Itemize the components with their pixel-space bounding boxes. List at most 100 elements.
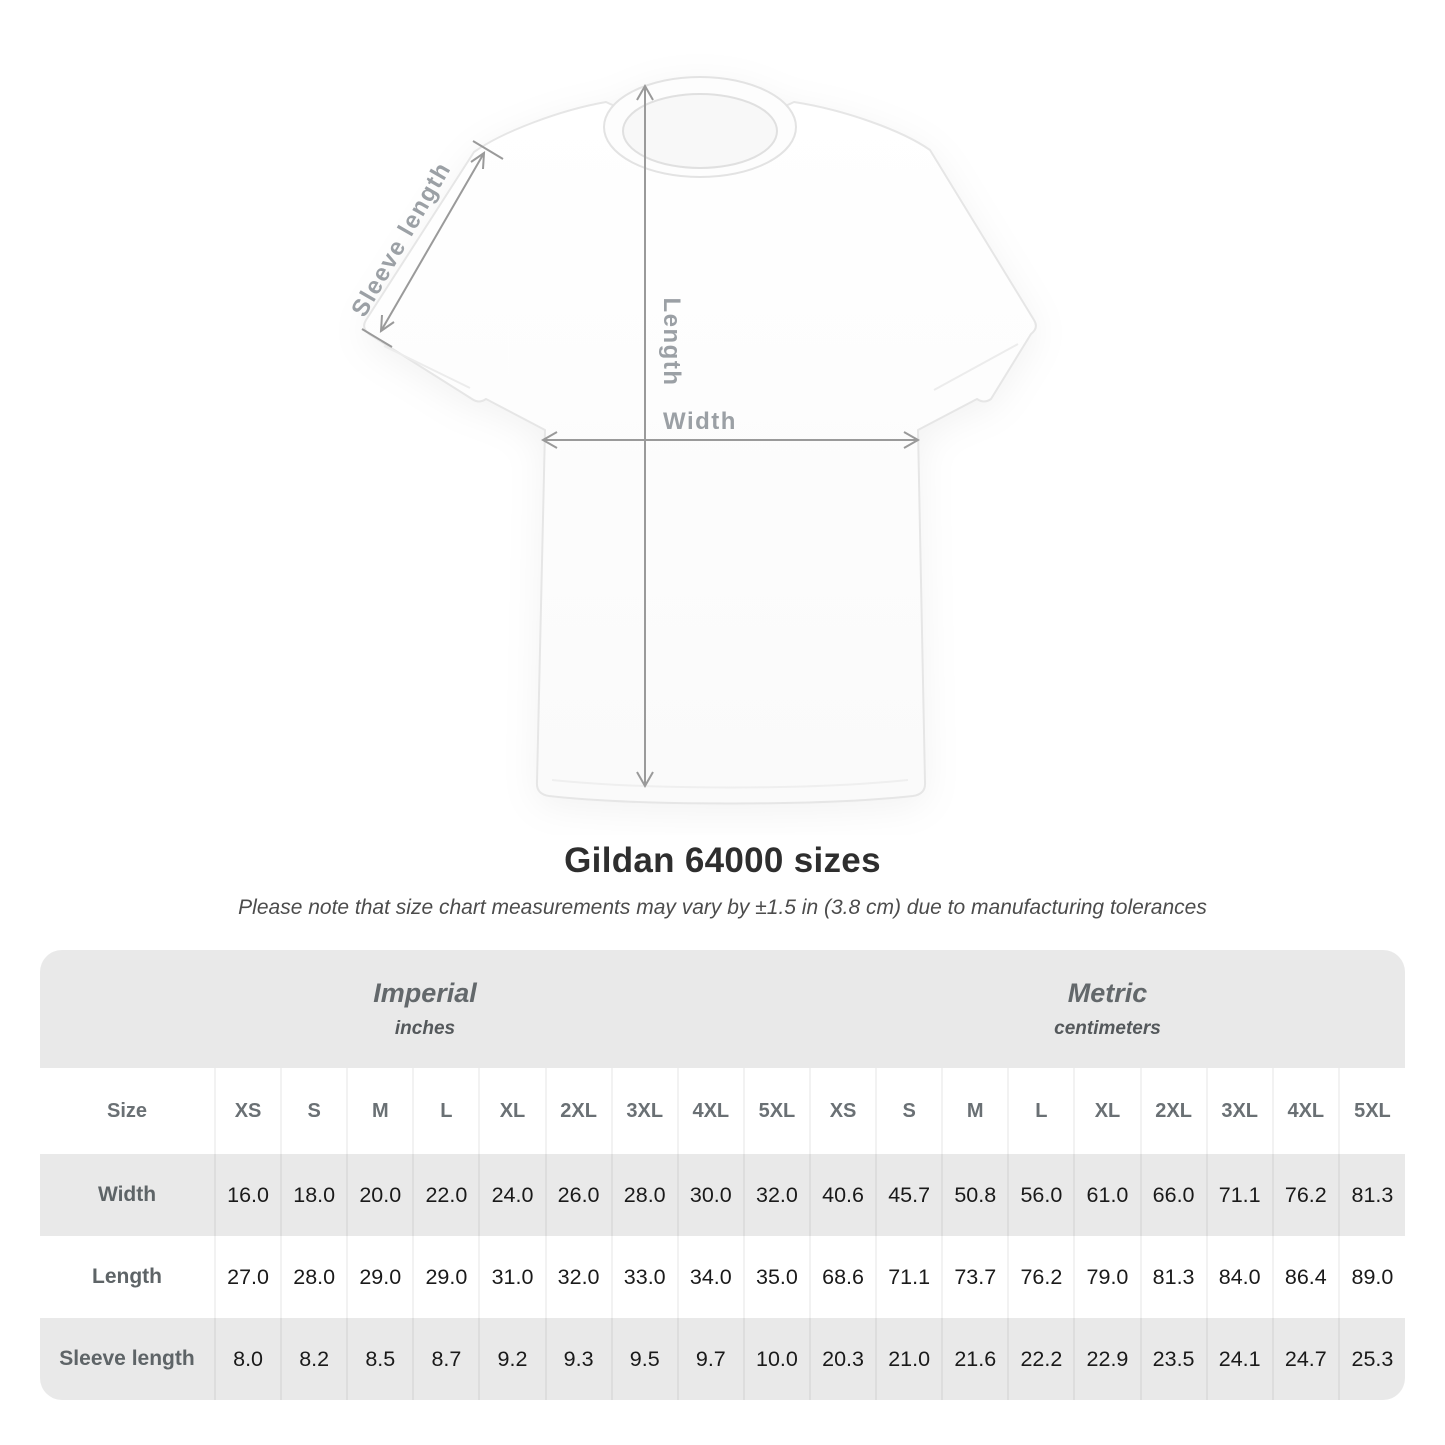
row-label: Length [40, 1236, 215, 1318]
size-value-cell: 27.0 [213, 1236, 282, 1318]
size-column-header: L [1007, 1068, 1075, 1154]
size-value-cell: 29.0 [412, 1236, 480, 1318]
size-column-header: L [412, 1068, 480, 1154]
size-value-cell: 22.0 [412, 1154, 480, 1236]
size-column-header: 3XL [610, 1068, 678, 1154]
table-row: Width 16.0 18.0 20.0 22.0 24.0 26.0 28.0 30.0 32.… [40, 1154, 1405, 1236]
size-value-cell: 76.2 [1007, 1236, 1075, 1318]
size-value-cell: 30.0 [676, 1154, 744, 1236]
size-value-cell: 23.5 [1139, 1318, 1207, 1400]
size-value-cell: 86.4 [1271, 1236, 1339, 1318]
tshirt-measurement-diagram: Width Length Sleeve length [346, 76, 1037, 805]
size-column-header: S [280, 1068, 348, 1154]
size-value-cell: 20.0 [346, 1154, 414, 1236]
collar-inner [622, 93, 778, 169]
page-title: Gildan 64000 sizes [564, 841, 881, 880]
sleeve-length-arrow [361, 140, 504, 348]
size-value-cell: 24.0 [478, 1154, 546, 1236]
tshirt-body [363, 101, 1037, 805]
size-value-cell: 16.0 [213, 1154, 282, 1236]
size-column-header: M [941, 1068, 1009, 1154]
imperial-section-header: Imperial inches [40, 950, 810, 1068]
size-value-cell: 61.0 [1073, 1154, 1141, 1236]
row-label: Width [40, 1154, 215, 1236]
size-value-cell: 73.7 [941, 1236, 1009, 1318]
size-value-cell: 71.1 [875, 1236, 943, 1318]
unit-header-row: Imperial inches Metric centimeters [40, 950, 1405, 1068]
size-value-cell: 76.2 [1271, 1154, 1339, 1236]
size-value-cell: 66.0 [1139, 1154, 1207, 1236]
size-value-cell: 24.7 [1271, 1318, 1339, 1400]
size-value-cell: 89.0 [1337, 1236, 1405, 1318]
size-column-header: XL [478, 1068, 546, 1154]
length-label: Length [658, 298, 685, 387]
size-column-header: M [346, 1068, 414, 1154]
size-value-cell: 24.1 [1205, 1318, 1273, 1400]
size-value-cell: 28.0 [280, 1236, 348, 1318]
size-column-header: 2XL [1139, 1068, 1207, 1154]
left-sleeve-stitch [383, 345, 471, 389]
size-column-header: 3XL [1205, 1068, 1273, 1154]
size-column-header: 4XL [1271, 1068, 1339, 1154]
size-value-cell: 9.2 [478, 1318, 546, 1400]
size-value-cell: 45.7 [875, 1154, 943, 1236]
metric-title: Metric [1067, 978, 1148, 1008]
size-value-cell: 9.3 [544, 1318, 612, 1400]
size-column-header: 5XL [742, 1068, 810, 1154]
size-table-body: Width 16.0 18.0 20.0 22.0 24.0 26.0 28.0 30.0 32.… [40, 1154, 1405, 1400]
size-chart-table: Imperial inches Metric centimeters Size … [40, 950, 1405, 1400]
size-value-cell: 9.5 [610, 1318, 678, 1400]
table-row: Length 27.0 28.0 29.0 29.0 31.0 32.0 33.0 34.0 35… [40, 1236, 1405, 1318]
metric-subtitle: centimeters [1054, 1018, 1161, 1039]
size-value-cell: 28.0 [610, 1154, 678, 1236]
tolerance-note: Please note that size chart measurements… [238, 896, 1207, 919]
size-value-cell: 29.0 [346, 1236, 414, 1318]
metric-section-header: Metric centimeters [809, 950, 1405, 1068]
size-value-cell: 21.6 [941, 1318, 1009, 1400]
measurement-arrows [361, 83, 921, 789]
size-value-cell: 84.0 [1205, 1236, 1273, 1318]
size-column-header: 2XL [544, 1068, 612, 1154]
width-label: Width [663, 408, 737, 435]
size-value-cell: 32.0 [742, 1154, 810, 1236]
size-value-cell: 8.0 [213, 1318, 282, 1400]
size-column-header: XL [1073, 1068, 1141, 1154]
table-row: Sleeve length 8.0 8.2 8.5 8.7 9.2 9.3 9.5 9.7 10.… [40, 1318, 1405, 1400]
length-arrow [636, 83, 654, 789]
hem-stitch [551, 779, 909, 789]
size-value-cell: 56.0 [1007, 1154, 1075, 1236]
size-value-cell: 81.3 [1337, 1154, 1405, 1236]
size-value-cell: 9.7 [676, 1318, 744, 1400]
imperial-title: Imperial [373, 978, 477, 1008]
size-value-cell: 10.0 [742, 1318, 810, 1400]
size-value-cell: 20.3 [808, 1318, 877, 1400]
size-value-cell: 50.8 [941, 1154, 1009, 1236]
right-sleeve-stitch [933, 343, 1019, 391]
size-value-cell: 18.0 [280, 1154, 348, 1236]
size-value-cell: 34.0 [676, 1236, 744, 1318]
size-value-cell: 31.0 [478, 1236, 546, 1318]
size-column-header: 4XL [676, 1068, 744, 1154]
size-column-header: 5XL [1337, 1068, 1405, 1154]
size-value-cell: 79.0 [1073, 1236, 1141, 1318]
size-column-header: S [875, 1068, 943, 1154]
width-arrow [540, 431, 921, 449]
size-value-cell: 32.0 [544, 1236, 612, 1318]
size-column-header: XS [808, 1068, 877, 1154]
size-value-cell: 8.5 [346, 1318, 414, 1400]
size-value-cell: 8.7 [412, 1318, 480, 1400]
size-value-cell: 26.0 [544, 1154, 612, 1236]
size-label-header: Size [40, 1068, 215, 1154]
size-value-cell: 25.3 [1337, 1318, 1405, 1400]
size-value-cell: 40.6 [808, 1154, 877, 1236]
size-value-cell: 35.0 [742, 1236, 810, 1318]
size-value-cell: 22.2 [1007, 1318, 1075, 1400]
size-value-cell: 22.9 [1073, 1318, 1141, 1400]
size-value-cell: 71.1 [1205, 1154, 1273, 1236]
tshirt-graphic [363, 76, 1037, 805]
size-value-cell: 68.6 [808, 1236, 877, 1318]
size-value-cell: 81.3 [1139, 1236, 1207, 1318]
size-header-row: Size XS S M L XL 2XL 3XL 4XL 5XL XS S M L XL 2XL 3XL 4XL… [40, 1068, 1405, 1154]
size-column-header: XS [213, 1068, 282, 1154]
imperial-subtitle: inches [394, 1018, 456, 1039]
